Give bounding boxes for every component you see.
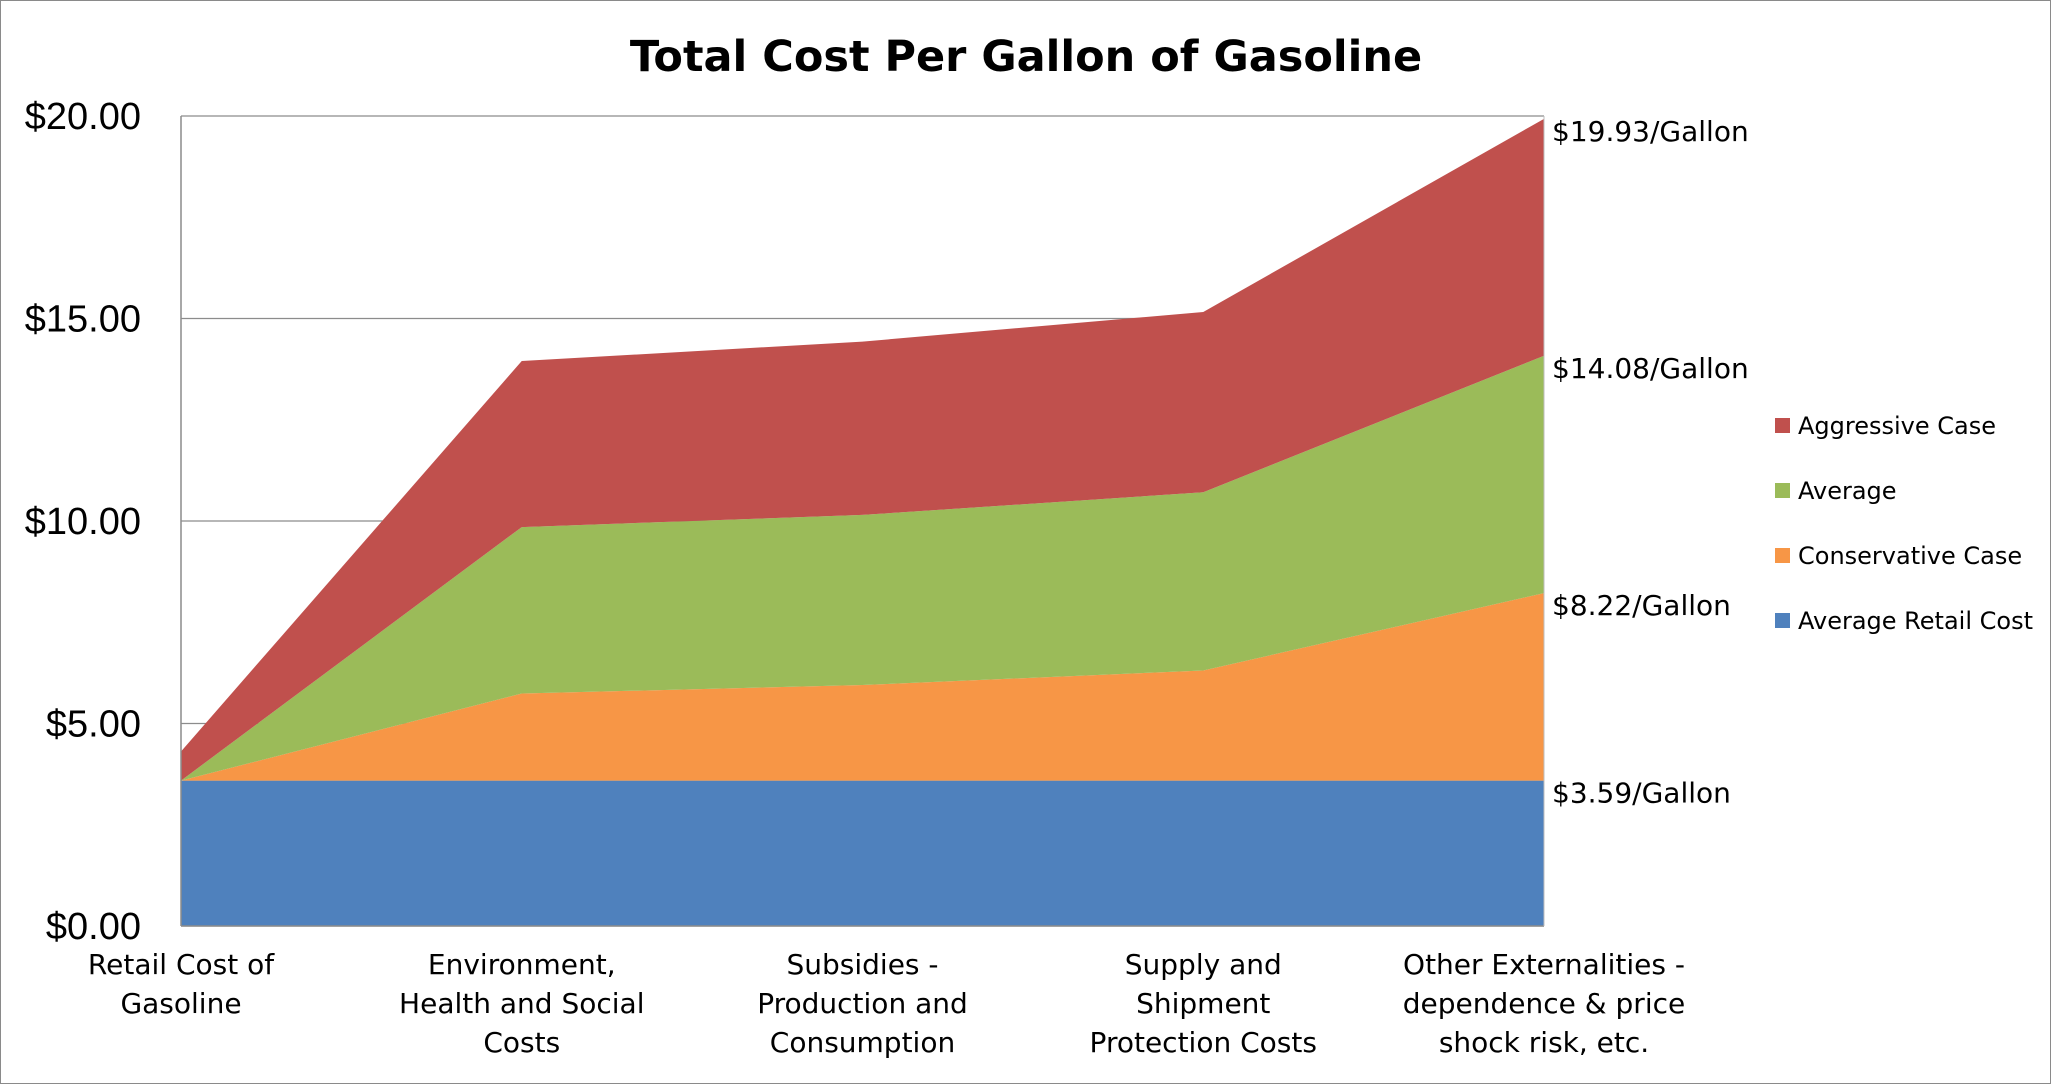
x-axis-ticks: Retail Cost of Gasoline Environment, Health…	[88, 948, 1685, 1059]
x-tick-label: Shipment	[1136, 987, 1270, 1020]
legend-swatch	[1775, 483, 1790, 498]
total-annotation: $3.59/Gallon	[1552, 777, 1731, 810]
legend-swatch	[1775, 418, 1790, 433]
area-conservative-case	[181, 593, 1544, 781]
legend: Aggressive Case Average Conservative Case A…	[1775, 412, 2033, 635]
legend-label: Average Retail Cost	[1798, 607, 2033, 635]
x-tick-label: Other Externalities -	[1403, 948, 1685, 981]
total-annotation: $14.08/Gallon	[1552, 352, 1749, 385]
legend-label: Average	[1798, 477, 1897, 505]
axes	[180, 116, 1545, 927]
y-tick-label: $0.00	[46, 906, 141, 948]
x-tick-label: shock risk, etc.	[1439, 1026, 1649, 1059]
legend-label: Conservative Case	[1798, 542, 2022, 570]
total-annotation: $8.22/Gallon	[1552, 589, 1731, 622]
x-tick-label: Gasoline	[120, 987, 241, 1020]
x-tick-label: Production and	[757, 987, 968, 1020]
y-axis-ticks: $0.00 $5.00 $10.00 $15.00 $20.00	[25, 96, 141, 948]
y-tick-label: $15.00	[25, 299, 141, 341]
x-tick-label: Protection Costs	[1090, 1026, 1317, 1059]
stacked-areas	[181, 118, 1544, 926]
area-average-retail-cost	[181, 780, 1544, 926]
x-tick-label: Health and Social	[399, 987, 644, 1020]
total-annotations: $19.93/Gallon $14.08/Gallon $8.22/Gallon $3…	[1552, 115, 1749, 810]
total-annotation: $19.93/Gallon	[1552, 115, 1749, 148]
chart-title: Total Cost Per Gallon of Gasoline	[630, 32, 1422, 82]
x-tick-label: Consumption	[770, 1026, 955, 1059]
x-tick-label: Costs	[483, 1026, 560, 1059]
legend-label: Aggressive Case	[1798, 412, 1996, 440]
x-tick-label: Retail Cost of	[88, 948, 275, 981]
x-tick-label: Subsidies -	[786, 948, 938, 981]
y-tick-label: $5.00	[46, 704, 141, 746]
x-tick-label: Supply and	[1125, 948, 1282, 981]
area-aggressive-case	[181, 118, 1544, 781]
x-tick-label: dependence & price	[1403, 987, 1685, 1020]
y-tick-label: $10.00	[25, 501, 141, 543]
legend-swatch	[1775, 548, 1790, 563]
x-tick-label: Environment,	[428, 948, 616, 981]
area-average	[181, 355, 1544, 781]
legend-swatch	[1775, 613, 1790, 628]
y-tick-label: $20.00	[25, 96, 141, 138]
